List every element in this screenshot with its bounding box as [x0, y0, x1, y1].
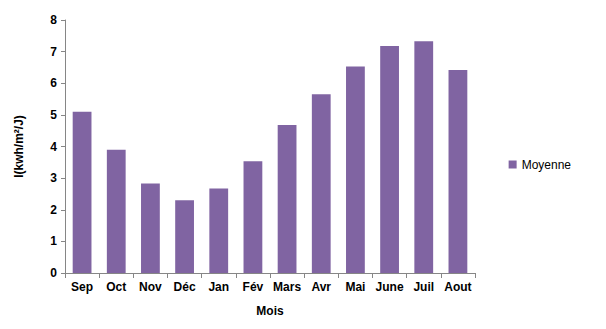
- svg-text:4: 4: [50, 140, 57, 154]
- svg-text:Sep: Sep: [71, 280, 93, 294]
- svg-text:Aout: Aout: [444, 280, 471, 294]
- svg-text:5: 5: [50, 108, 57, 122]
- svg-text:7: 7: [50, 45, 57, 59]
- svg-text:Mai: Mai: [345, 280, 365, 294]
- svg-text:I(kwh/m²/J): I(kwh/m²/J): [12, 115, 26, 178]
- svg-text:0: 0: [50, 266, 57, 280]
- svg-text:Déc: Déc: [174, 280, 196, 294]
- svg-text:2: 2: [50, 203, 57, 217]
- svg-text:Mars: Mars: [273, 280, 301, 294]
- svg-text:Nov: Nov: [139, 280, 162, 294]
- svg-text:Fév: Fév: [243, 280, 264, 294]
- svg-text:Oct: Oct: [106, 280, 126, 294]
- svg-text:Juil: Juil: [413, 280, 434, 294]
- svg-text:Avr: Avr: [311, 280, 331, 294]
- svg-text:Jan: Jan: [208, 280, 229, 294]
- svg-text:Moyenne: Moyenne: [522, 158, 572, 172]
- svg-text:3: 3: [50, 171, 57, 185]
- svg-text:Mois: Mois: [256, 304, 284, 318]
- svg-text:8: 8: [50, 13, 57, 27]
- svg-text:6: 6: [50, 76, 57, 90]
- svg-text:June: June: [376, 280, 404, 294]
- svg-text:1: 1: [50, 234, 57, 248]
